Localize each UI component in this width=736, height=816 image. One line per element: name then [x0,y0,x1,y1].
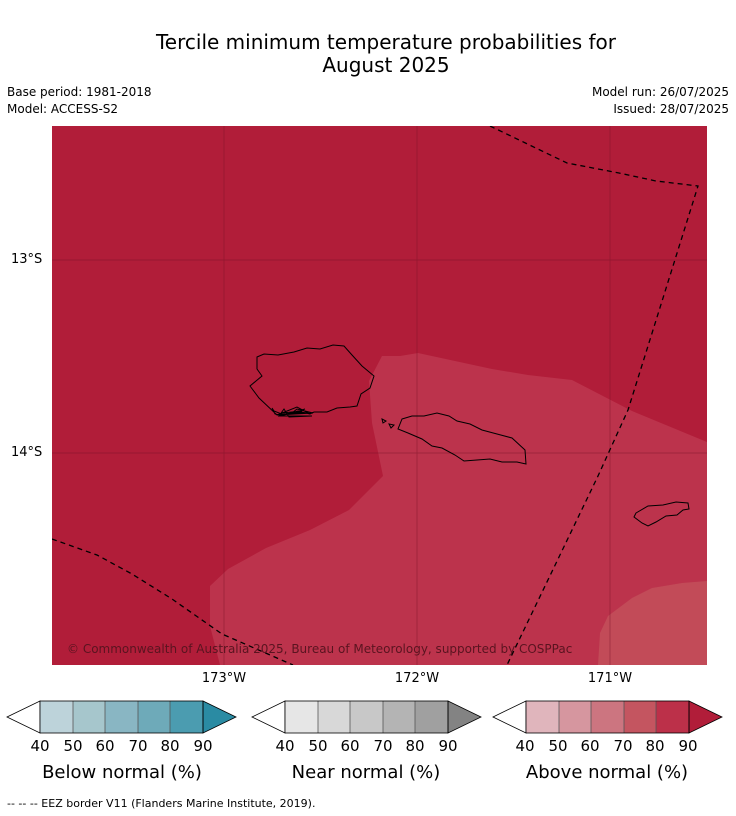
cbar-above-seg [526,701,559,733]
cbar-above-seg [591,701,624,733]
tick: 60 [95,737,115,755]
islands [249,344,690,527]
tick: 80 [405,737,425,755]
tick: 40 [515,737,535,755]
cbar-below-seg [40,701,73,733]
islet-2 [388,423,396,429]
legend-near-title: Near normal (%) [291,762,441,783]
cbar-near-seg [285,701,318,733]
cbar-near-seg [350,701,383,733]
eez-border [52,126,699,665]
colorbar-above [492,700,723,734]
cbar-below-seg [138,701,170,733]
cbar-below-seg [105,701,138,733]
region-above-70-80 [210,353,707,665]
island-tutuila [633,501,690,527]
islet-1 [381,418,387,424]
issued-date: Issued: 28/07/2025 [613,102,729,116]
model-name: Model: ACCESS-S2 [7,102,119,116]
tick: 90 [678,737,698,755]
colorbar-near [251,700,482,734]
cbar-above-seg [559,701,591,733]
map-credit: © Commonwealth of Australia 2025, Bureau… [67,642,573,656]
base-period: Base period: 1981-2018 [7,85,152,99]
lon-label-171w: 171°W [587,671,633,686]
tick: 70 [373,737,393,755]
cbar-near-seg [415,701,448,733]
map-title-line2: August 2025 [322,53,450,77]
cbar-near-seg [383,701,415,733]
tick: 40 [30,737,50,755]
tick: 70 [128,737,148,755]
tick: 50 [63,737,83,755]
meta-right: Model run: 26/07/2025 Issued: 28/07/2025 [592,84,729,118]
island-upolu [397,412,527,465]
map-panel[interactable] [52,126,707,665]
map-svg [52,126,707,665]
meta-left: Base period: 1981-2018 Model: ACCESS-S2 [7,84,152,118]
tick: 80 [160,737,180,755]
cbar-above-seg [624,701,656,733]
map-title-line1: Tercile minimum temperature probabilitie… [155,30,617,54]
eez-footnote: -- -- -- EEZ border V11 (Flanders Marine… [7,797,316,810]
cbar-above-seg [656,701,689,733]
cbar-near-seg [318,701,350,733]
cbar-near-tri-low [251,700,286,734]
tick: 60 [340,737,360,755]
lon-label-172w: 172°W [394,671,440,686]
tick: 90 [193,737,213,755]
cbar-below-seg [73,701,105,733]
cbar-below-tri-low [6,700,41,734]
cbar-below-tri-high [202,700,237,734]
graticule [52,126,707,665]
colorbar-below [6,700,237,734]
tick: 90 [438,737,458,755]
tick: 50 [548,737,568,755]
cbar-above-tri-high [688,700,723,734]
map-title: Tercile minimum temperature probabilitie… [0,31,736,77]
legend-below-title: Below normal (%) [42,762,202,783]
island-savaii [249,344,375,418]
cbar-near-tri-high [447,700,482,734]
tick: 50 [308,737,328,755]
tick: 70 [613,737,633,755]
lon-label-173w: 173°W [201,671,247,686]
tick: 40 [275,737,295,755]
model-run: Model run: 26/07/2025 [591,85,729,99]
lat-label-13s: 13°S [11,252,43,267]
tick: 80 [645,737,665,755]
legend-above-title: Above normal (%) [525,762,689,783]
region-above-60-70 [598,581,707,665]
cbar-below-seg [170,701,203,733]
tick: 60 [580,737,600,755]
lat-label-14s: 14°S [11,445,43,460]
cbar-above-tri-low [492,700,527,734]
